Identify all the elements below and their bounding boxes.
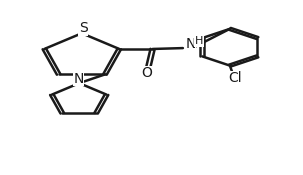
Text: Cl: Cl (228, 71, 242, 85)
Text: N: N (73, 72, 84, 86)
Text: N: N (185, 37, 196, 51)
Text: H: H (195, 36, 203, 46)
Text: S: S (79, 21, 88, 35)
Text: O: O (141, 66, 152, 80)
